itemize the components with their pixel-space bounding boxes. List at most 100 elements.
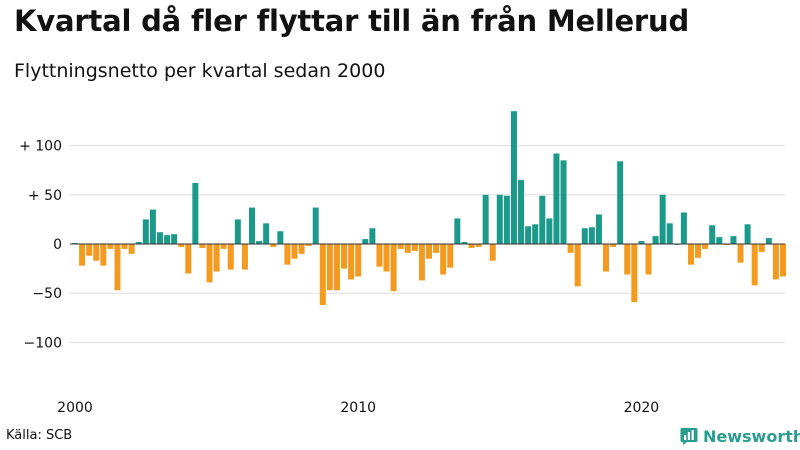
- bar: [702, 244, 709, 249]
- x-tick-label: 2020: [624, 400, 660, 416]
- source-note: Källa: SCB: [6, 428, 73, 443]
- bar: [404, 244, 411, 253]
- bar: [383, 244, 390, 272]
- bar: [546, 218, 553, 244]
- bar: [433, 244, 440, 253]
- bar: [256, 241, 263, 244]
- bar: [107, 244, 114, 249]
- bar: [411, 244, 418, 251]
- bar: [525, 226, 532, 244]
- bar: [397, 244, 404, 249]
- bar: [100, 244, 107, 266]
- bar: [156, 232, 163, 244]
- y-tick-label: + 50: [28, 188, 62, 204]
- y-tick-label: + 100: [19, 139, 62, 155]
- bar: [227, 244, 234, 270]
- bar: [390, 244, 397, 292]
- bar: [461, 242, 468, 244]
- bar: [638, 241, 645, 244]
- bar: [319, 244, 326, 306]
- bar: [178, 244, 185, 247]
- bar: [695, 244, 702, 258]
- bar: [93, 244, 100, 261]
- bar: [709, 225, 716, 244]
- bar: [369, 228, 376, 244]
- chart-subtitle: Flyttningsnetto per kvartal sedan 2000: [14, 60, 386, 82]
- bar: [121, 244, 128, 249]
- bar: [79, 244, 86, 266]
- bar: [532, 224, 539, 244]
- bar: [249, 207, 255, 244]
- bar: [730, 236, 737, 244]
- bar: [666, 223, 673, 244]
- bar: [595, 214, 602, 244]
- bar: [348, 244, 355, 280]
- bar: [206, 244, 213, 283]
- bar: [624, 244, 631, 275]
- bar: [199, 244, 206, 248]
- bar: [716, 237, 723, 244]
- y-tick-label: −100: [24, 335, 62, 351]
- bar: [171, 234, 178, 244]
- bar: [680, 212, 687, 244]
- bar: [128, 244, 135, 254]
- bar: [333, 244, 340, 291]
- bar: [496, 194, 503, 244]
- y-tick-label: −50: [32, 286, 62, 302]
- x-axis-tick-labels: 2000 2010 2020: [57, 400, 659, 416]
- bar: [164, 235, 171, 244]
- bar: [489, 244, 496, 261]
- bar: [270, 244, 277, 247]
- bar: [588, 227, 595, 244]
- bar: [659, 194, 666, 244]
- bar: [362, 239, 369, 244]
- y-axis-tick-labels: + 100 + 50 0 −50 −100: [19, 139, 62, 352]
- bar: [751, 244, 758, 286]
- bar: [482, 194, 489, 244]
- bar: [376, 244, 383, 267]
- bar: [263, 223, 270, 244]
- bar: [284, 244, 291, 265]
- bar: [475, 244, 482, 247]
- bar: [234, 219, 241, 244]
- bar: [220, 244, 227, 249]
- bar: [581, 228, 588, 244]
- bar: [510, 111, 517, 244]
- bar: [149, 209, 156, 244]
- bar: [185, 244, 192, 274]
- bar: [86, 244, 93, 256]
- bar: [114, 244, 121, 291]
- bar: [645, 244, 652, 275]
- y-tick-label: 0: [53, 237, 62, 253]
- bar: [355, 244, 362, 277]
- bar: [213, 244, 220, 272]
- bar: [772, 244, 779, 280]
- bar: [503, 195, 510, 244]
- bar-chart: + 100 + 50 0 −50 −100 2000 2010 2020: [19, 111, 786, 416]
- bar: [567, 244, 574, 253]
- bar: [454, 218, 461, 244]
- bar: [305, 244, 312, 246]
- bars: [70, 111, 786, 306]
- brand-logo: Newsworthy: [680, 424, 800, 448]
- bar: [687, 244, 694, 265]
- bar: [610, 244, 617, 247]
- bar: [468, 244, 475, 248]
- bar: [603, 244, 609, 272]
- bar: [744, 224, 751, 244]
- bar: [758, 244, 765, 252]
- bar: [574, 244, 581, 287]
- bar: [326, 244, 333, 291]
- bar: [341, 244, 348, 269]
- bar: [560, 160, 567, 244]
- bar: [652, 236, 659, 244]
- bar: [135, 242, 142, 244]
- bar: [780, 244, 786, 277]
- bar: [617, 161, 624, 244]
- bar: [426, 244, 432, 259]
- bar: [737, 244, 744, 263]
- bar: [291, 244, 298, 259]
- chart-title: Kvartal då fler flyttar till än från Mel…: [14, 4, 690, 38]
- bar: [553, 153, 560, 244]
- bar: [277, 231, 284, 244]
